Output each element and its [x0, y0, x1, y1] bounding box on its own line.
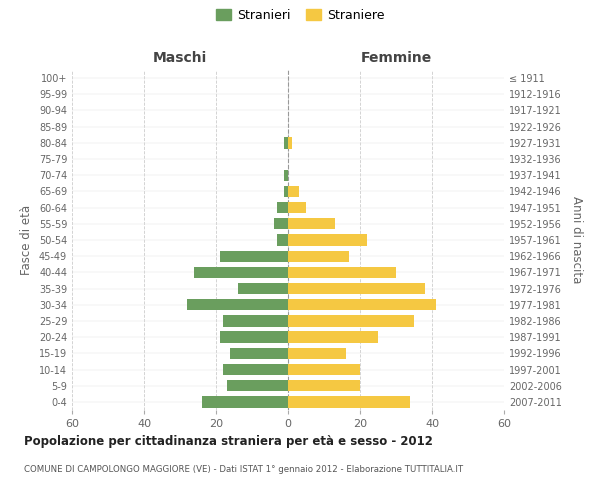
- Bar: [284, 186, 288, 197]
- Bar: [288, 283, 425, 294]
- Bar: [277, 202, 288, 213]
- Bar: [288, 396, 410, 407]
- Bar: [202, 396, 288, 407]
- Bar: [288, 380, 360, 392]
- Bar: [288, 332, 378, 343]
- Bar: [220, 332, 288, 343]
- Bar: [288, 316, 414, 326]
- Bar: [288, 202, 306, 213]
- Bar: [274, 218, 288, 230]
- Bar: [227, 380, 288, 392]
- Text: Maschi: Maschi: [153, 51, 207, 65]
- Bar: [277, 234, 288, 246]
- Bar: [288, 234, 367, 246]
- Bar: [284, 137, 288, 148]
- Y-axis label: Fasce di età: Fasce di età: [20, 205, 33, 275]
- Bar: [288, 137, 292, 148]
- Bar: [223, 316, 288, 326]
- Bar: [288, 218, 335, 230]
- Bar: [288, 348, 346, 359]
- Legend: Stranieri, Straniere: Stranieri, Straniere: [216, 8, 384, 22]
- Bar: [288, 186, 299, 197]
- Bar: [288, 250, 349, 262]
- Bar: [288, 266, 396, 278]
- Text: Popolazione per cittadinanza straniera per età e sesso - 2012: Popolazione per cittadinanza straniera p…: [24, 435, 433, 448]
- Bar: [288, 364, 360, 375]
- Bar: [194, 266, 288, 278]
- Text: Femmine: Femmine: [361, 51, 431, 65]
- Bar: [223, 364, 288, 375]
- Text: COMUNE DI CAMPOLONGO MAGGIORE (VE) - Dati ISTAT 1° gennaio 2012 - Elaborazione T: COMUNE DI CAMPOLONGO MAGGIORE (VE) - Dat…: [24, 465, 463, 474]
- Bar: [187, 299, 288, 310]
- Bar: [288, 299, 436, 310]
- Bar: [284, 170, 288, 181]
- Bar: [220, 250, 288, 262]
- Bar: [238, 283, 288, 294]
- Y-axis label: Anni di nascita: Anni di nascita: [570, 196, 583, 284]
- Bar: [230, 348, 288, 359]
